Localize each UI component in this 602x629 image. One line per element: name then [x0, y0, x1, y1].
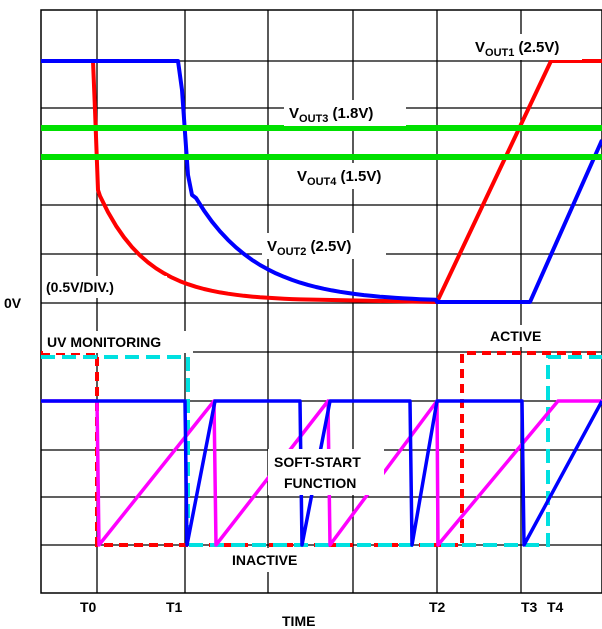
x-tick-label-t2: T2	[429, 599, 446, 615]
x-axis-label: TIME	[282, 613, 315, 629]
uv-monitor-trace-2	[41, 355, 602, 547]
x-tick-label-t0: T0	[80, 599, 97, 615]
series-line-vout2	[41, 59, 602, 304]
series-label-vout2: VOUT2 (2.5V)	[267, 238, 351, 258]
series-label-vout4: VOUT4 (1.5V)	[297, 168, 381, 188]
zero-volt-label: 0V	[4, 295, 22, 311]
uv-monitoring-label: UV MONITORING	[47, 334, 161, 350]
softstart-label-line2: FUNCTION	[284, 475, 356, 491]
softstart-trace-2	[41, 399, 602, 547]
inactive-label: INACTIVE	[232, 552, 297, 568]
softstart-label-line1: SOFT-START	[274, 454, 361, 470]
series-label-vout1: VOUT1 (2.5V)	[475, 39, 559, 59]
chart-frame	[40, 9, 602, 594]
x-tick-label-t1: T1	[166, 599, 183, 615]
active-label: ACTIVE	[490, 328, 541, 344]
x-tick-label-t4: T4	[547, 599, 564, 615]
series-line-vout1	[41, 59, 602, 304]
scale-label: (0.5V/DIV.)	[46, 279, 114, 295]
series-label-vout3: VOUT3 (1.8V)	[289, 105, 373, 125]
x-tick-label-t3: T3	[521, 599, 538, 615]
